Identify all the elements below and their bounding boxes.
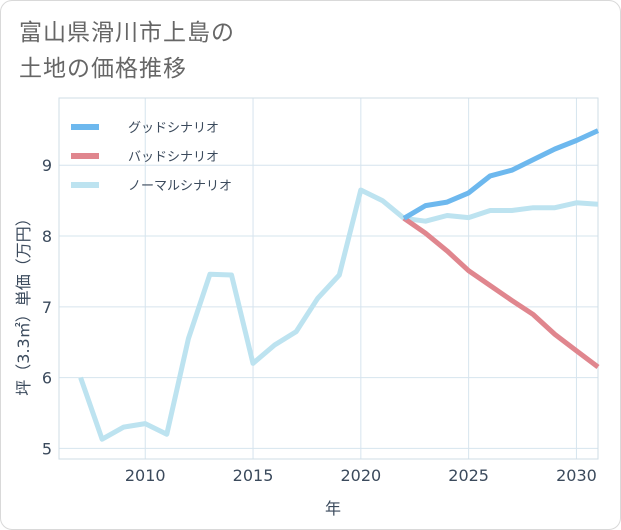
- y-tick-label: 6: [42, 369, 52, 388]
- y-tick-label: 7: [42, 298, 52, 317]
- x-tick-label: 2030: [556, 466, 597, 485]
- axis-ticks: 2010 2015 2020 2025 2030 5 6 7 8 9: [42, 156, 597, 485]
- legend-label-3: ノーマルシナリオ: [128, 179, 232, 194]
- legend-label-1: グッドシナリオ: [128, 121, 219, 136]
- legend-label-2: バッドシナリオ: [128, 150, 219, 165]
- x-tick-label: 2015: [233, 466, 274, 485]
- chart-title: 富山県滑川市上島の 土地の価格推移: [19, 20, 235, 82]
- x-tick-label: 2025: [448, 466, 489, 485]
- x-axis-label: 年: [325, 499, 341, 518]
- y-axis-label: 坪（3.3㎡）単価（万円）: [14, 210, 33, 395]
- series-line-3: [78, 187, 599, 442]
- x-tick-label: 2010: [125, 466, 166, 485]
- plot-area: [58, 97, 599, 460]
- y-tick-label: 8: [42, 227, 52, 246]
- x-tick-label: 2020: [340, 466, 381, 485]
- y-tick-label: 9: [42, 156, 52, 175]
- y-tick-label: 5: [42, 439, 52, 458]
- series-lines: [78, 128, 600, 442]
- series-line-1: [402, 128, 600, 221]
- series-line-2: [402, 216, 600, 369]
- grid: [59, 98, 598, 459]
